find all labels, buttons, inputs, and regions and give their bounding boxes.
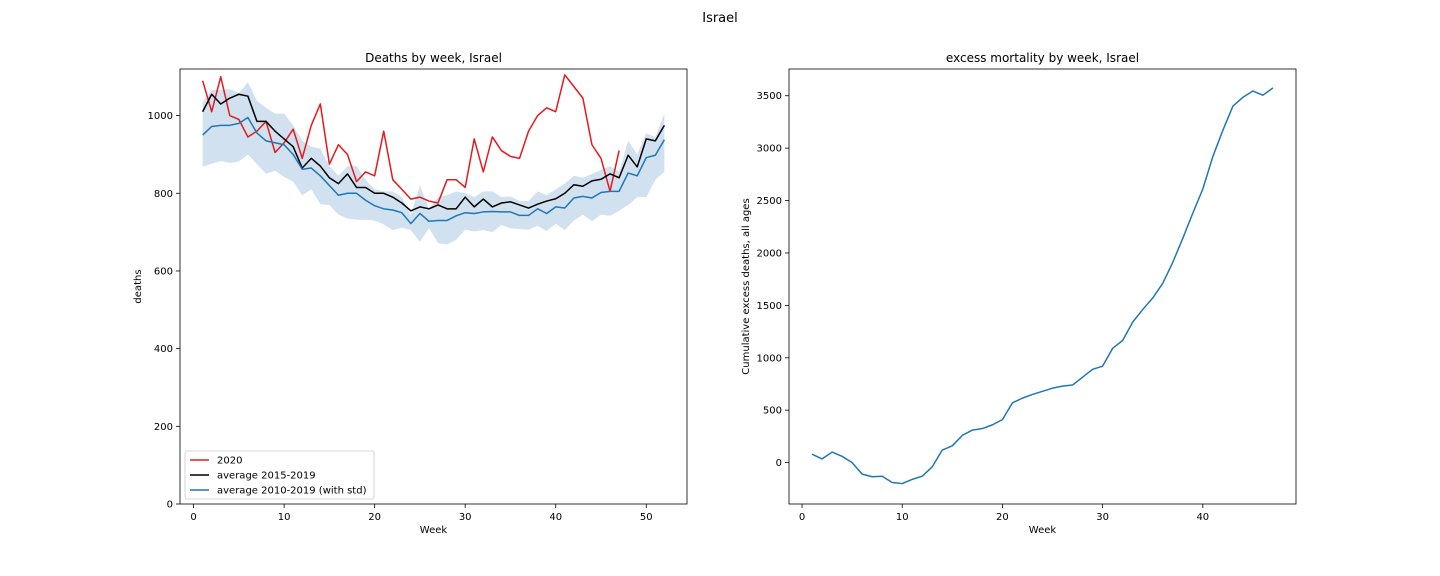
series-line-average-2015-2019: [201, 93, 666, 212]
series-line-cumulative-excess: [811, 87, 1274, 485]
legend-entry: 2020: [217, 456, 242, 467]
series-group: [811, 87, 1274, 485]
y-axis-label: Cumulative excess deaths, all ages: [741, 198, 752, 374]
axes-frame: [788, 68, 1297, 505]
x-tick-label: 40: [549, 512, 562, 523]
legend-entry: average 2010-2019 (with std): [217, 486, 367, 497]
y-tick-label: 1000: [148, 111, 173, 122]
x-tick-label: 0: [799, 512, 805, 523]
legend: 2020 average 2015-2019 average 2010-2019 (…: [184, 450, 375, 500]
series-line-average-2010-2019-with-std: [202, 116, 666, 225]
std-band: [202, 82, 665, 245]
chart-title: excess mortality by week, Israel: [946, 51, 1139, 65]
y-tick-label: 3500: [757, 91, 782, 102]
series-group: [201, 74, 666, 245]
legend-entry: average 2015-2019: [217, 471, 316, 482]
y-tick-label: 0: [776, 458, 782, 469]
y-axis-label: deaths: [133, 269, 144, 303]
x-tick-label: 50: [640, 512, 653, 523]
x-axis-label: Week: [1029, 525, 1057, 536]
y-tick-label: 1500: [757, 301, 782, 312]
y-tick-label: 800: [154, 189, 173, 200]
y-tick-label: 400: [154, 344, 173, 355]
x-tick-label: 40: [1196, 512, 1209, 523]
y-tick-label: 0: [167, 500, 173, 511]
axes-frame: [179, 68, 688, 505]
deaths-by-week-chart: 0 10 20 30 40 50 0 200 400 600 800 1000 Deaths by we…: [133, 51, 688, 536]
x-tick-label: 10: [896, 512, 909, 523]
y-tick-label: 500: [763, 406, 782, 417]
excess-mortality-chart: 0 10 20 30 40 0 500 1000 1500 2000 2500 3000 3500 exc…: [741, 51, 1297, 536]
y-tick-label: 1000: [757, 353, 782, 364]
x-tick-label: 30: [459, 512, 472, 523]
x-tick-label: 20: [996, 512, 1009, 523]
y-tick-label: 200: [154, 422, 173, 433]
x-tick-label: 0: [190, 512, 196, 523]
x-tick-label: 10: [278, 512, 291, 523]
figure-title: Israel: [702, 11, 738, 26]
y-tick-label: 2000: [757, 248, 782, 259]
y-tick-label: 3000: [757, 144, 782, 155]
x-tick-label: 20: [368, 512, 381, 523]
y-tick-label: 2500: [757, 196, 782, 207]
chart-title: Deaths by week, Israel: [365, 51, 502, 65]
y-tick-label: 600: [154, 266, 173, 277]
x-tick-label: 30: [1096, 512, 1109, 523]
x-axis-label: Week: [420, 525, 448, 536]
legend-box: [184, 450, 375, 500]
